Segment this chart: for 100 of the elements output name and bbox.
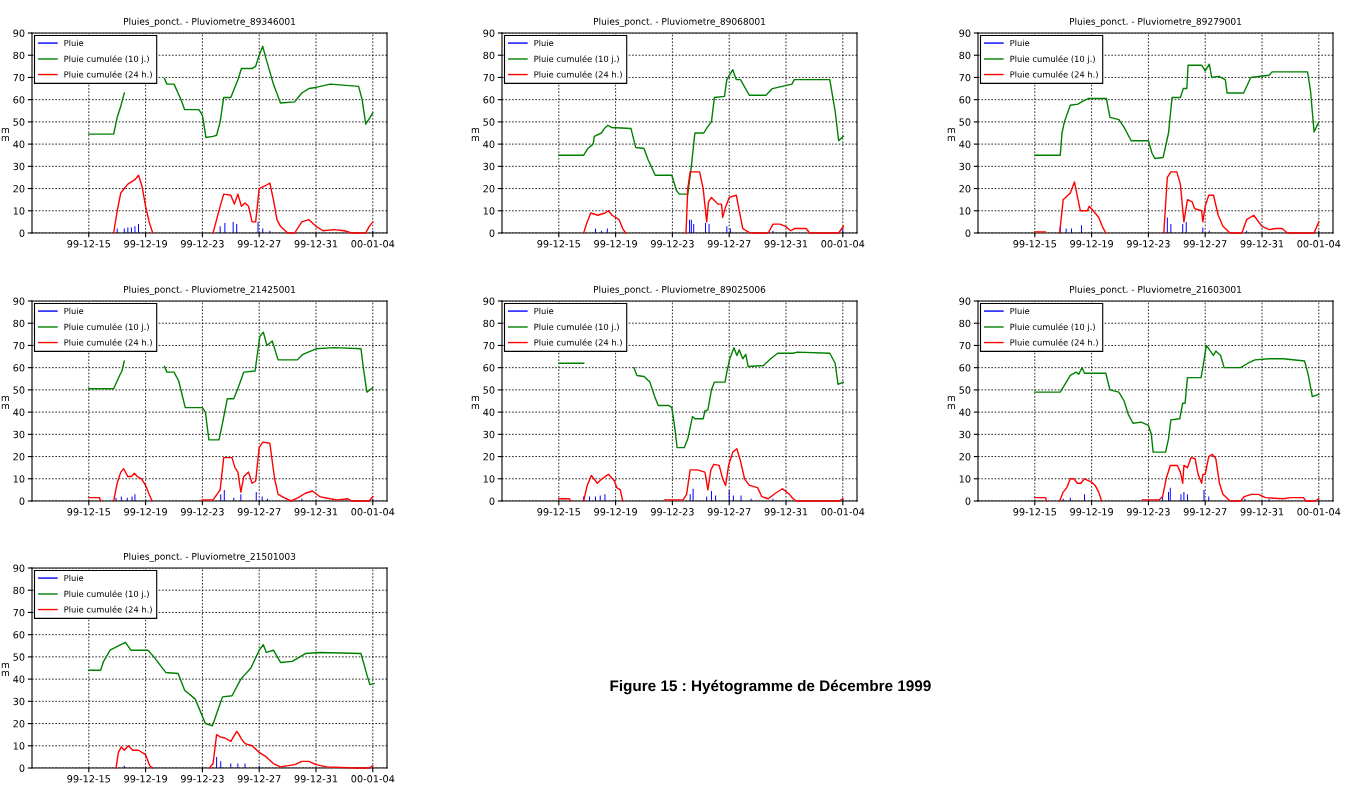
y-tick-label: 60 (959, 364, 971, 372)
legend-label: Pluie (1010, 39, 1030, 47)
y-tick-label: 70 (13, 341, 25, 350)
x-tick-label: 99-12-27 (1183, 240, 1227, 248)
y-tick-label: 10 (13, 742, 25, 750)
y-tick-label: 70 (483, 341, 495, 350)
chart-title: Pluies_ponct. - Pluviometre_89279001 (1070, 17, 1242, 27)
y-tick-label: 70 (959, 73, 971, 82)
y-tick-label: 50 (483, 386, 495, 394)
x-tick-label: 99-12-15 (67, 240, 111, 248)
legend-label: Pluie cumulée (24 h.) (534, 338, 622, 347)
caption: Figure 15 : Hyétogramme de Décembre 1999 (610, 679, 931, 695)
legend-label: Pluie cumulée (10 j.) (64, 590, 149, 599)
y-tick-label: 0 (965, 497, 971, 505)
y-tick-label: 30 (13, 697, 25, 706)
y-tick-label: 80 (959, 319, 971, 328)
y-tick-label: 0 (965, 229, 971, 237)
x-tick-label: 99-12-23 (180, 775, 224, 783)
y-tick-label: 40 (959, 140, 971, 148)
chart-title: Pluies_ponct. - Pluviometre_89025006 (594, 285, 766, 295)
y-tick-label: 50 (483, 118, 495, 126)
y-tick-label: 50 (959, 386, 971, 394)
y-tick-label: 20 (483, 453, 495, 461)
y-tick-label: 70 (13, 608, 25, 617)
y-tick-label: 80 (13, 586, 25, 595)
y-tick-label: 90 (483, 29, 495, 37)
y-axis-title: mm (947, 128, 956, 142)
y-tick-label: 50 (959, 118, 971, 126)
y-tick-label: 30 (483, 162, 495, 171)
x-tick-label: 99-12-23 (1126, 508, 1170, 516)
y-tick-label: 50 (13, 118, 25, 126)
y-tick-label: 70 (13, 73, 25, 82)
legend-label: Pluie cumulée (10 j.) (534, 323, 619, 332)
y-tick-label: 10 (13, 475, 25, 483)
y-tick-label: 10 (959, 207, 971, 215)
x-tick-label: 99-12-15 (537, 240, 581, 248)
x-tick-label: 99-12-19 (1070, 508, 1113, 516)
x-tick-label: 99-12-15 (537, 508, 581, 516)
y-tick-label: 90 (483, 297, 495, 305)
x-tick-label: 00-01-04 (821, 240, 865, 248)
x-tick-label: 99-12-27 (707, 508, 751, 516)
y-tick-label: 0 (19, 764, 25, 772)
y-axis-title: mm (471, 396, 480, 410)
legend-label: Pluie (64, 574, 84, 582)
y-tick-label: 20 (959, 453, 971, 461)
y-tick-label: 10 (13, 207, 25, 215)
y-tick-label: 80 (959, 51, 971, 60)
x-tick-label: 00-01-04 (821, 508, 865, 516)
chart-title: Pluies_ponct. - Pluviometre_21501003 (124, 552, 296, 562)
legend-label: Pluie cumulée (24 h.) (534, 70, 622, 79)
x-tick-label: 99-12-23 (180, 508, 224, 516)
y-tick-label: 90 (959, 29, 971, 37)
legend-label: Pluie (1010, 307, 1030, 315)
x-tick-label: 99-12-19 (594, 508, 637, 516)
x-tick-label: 99-12-23 (1126, 240, 1170, 248)
x-tick-label: 99-12-19 (124, 508, 167, 516)
legend-label: Pluie cumulée (10 j.) (1010, 55, 1095, 64)
y-tick-label: 40 (13, 140, 25, 148)
legend-label: Pluie cumulée (24 h.) (1010, 70, 1098, 79)
y-tick-label: 60 (959, 96, 971, 104)
legend-label: Pluie (534, 307, 554, 315)
y-tick-label: 60 (483, 364, 495, 372)
legend-label: Pluie (534, 39, 554, 47)
y-tick-label: 60 (13, 364, 25, 372)
x-tick-label: 00-01-04 (1297, 508, 1341, 516)
y-tick-label: 0 (19, 497, 25, 505)
y-axis-title: mm (1, 128, 10, 142)
y-tick-label: 30 (483, 430, 495, 439)
x-tick-label: 99-12-27 (237, 775, 281, 783)
x-tick-label: 99-12-31 (764, 240, 808, 248)
x-tick-label: 00-01-04 (351, 240, 395, 248)
x-tick-label: 99-12-15 (1013, 508, 1057, 516)
chart-title: Pluies_ponct. - Pluviometre_21425001 (124, 285, 296, 295)
y-tick-label: 80 (483, 319, 495, 328)
y-tick-label: 30 (13, 430, 25, 439)
y-tick-label: 40 (483, 140, 495, 148)
y-tick-label: 80 (13, 51, 25, 60)
x-tick-label: 99-12-31 (1240, 240, 1284, 248)
y-tick-label: 40 (13, 675, 25, 683)
y-tick-label: 30 (959, 162, 971, 171)
x-tick-label: 99-12-27 (707, 240, 751, 248)
y-tick-label: 90 (13, 297, 25, 305)
x-tick-label: 99-12-19 (124, 775, 167, 783)
x-tick-label: 99-12-15 (1013, 240, 1057, 248)
x-tick-label: 00-01-04 (351, 508, 395, 516)
y-tick-label: 20 (13, 185, 25, 193)
y-axis-title: mm (471, 128, 480, 142)
x-tick-label: 99-12-31 (294, 775, 338, 783)
legend-label: Pluie cumulée (10 j.) (64, 55, 149, 64)
x-tick-label: 99-12-19 (1070, 240, 1113, 248)
x-tick-label: 99-12-27 (237, 240, 281, 248)
y-tick-label: 0 (489, 229, 495, 237)
x-tick-label: 99-12-19 (594, 240, 637, 248)
x-tick-label: 99-12-31 (294, 508, 338, 516)
y-tick-label: 60 (13, 631, 25, 639)
y-tick-label: 10 (483, 475, 495, 483)
y-tick-label: 30 (13, 162, 25, 171)
legend-label: Pluie cumulée (24 h.) (1010, 338, 1098, 347)
y-tick-label: 50 (13, 386, 25, 394)
x-tick-label: 99-12-15 (67, 508, 111, 516)
